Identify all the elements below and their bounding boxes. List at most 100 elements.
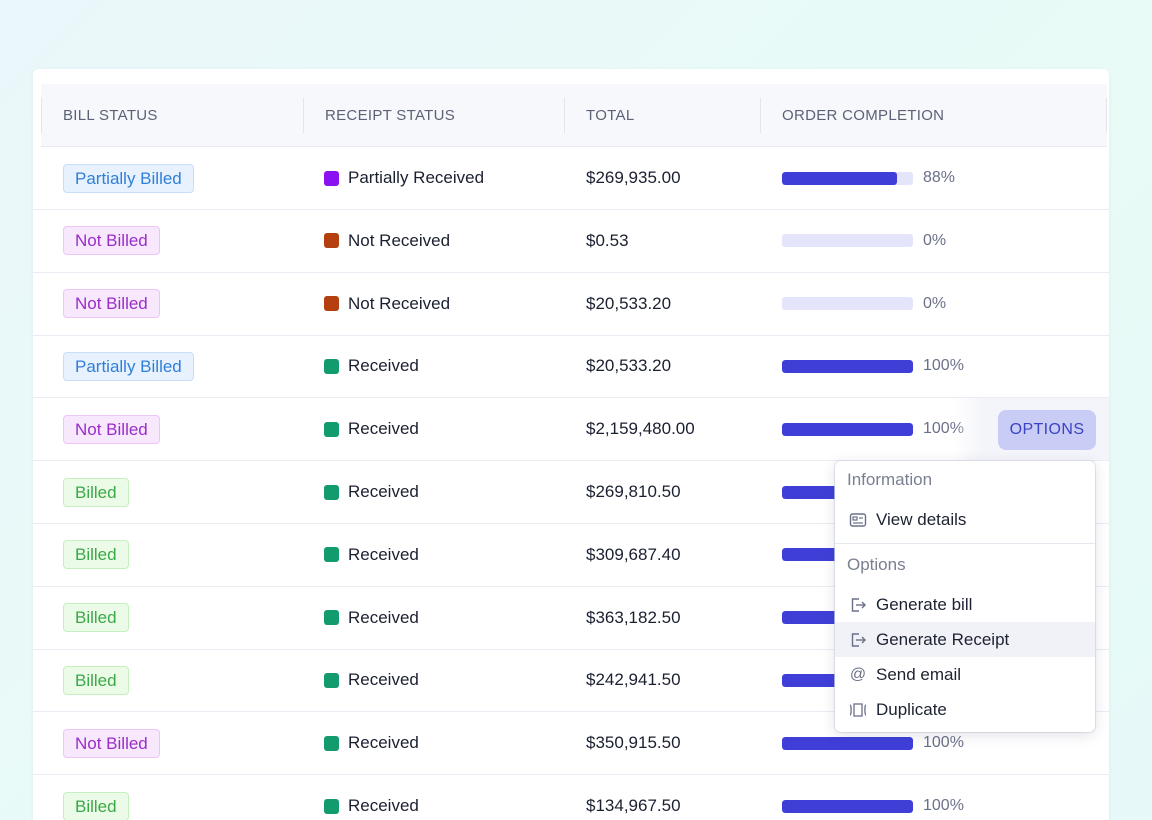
bill-status-badge: Billed <box>63 540 129 570</box>
total-cell: $2,159,480.00 <box>586 419 695 439</box>
total-cell: $363,182.50 <box>586 607 681 627</box>
menu-item-send-email[interactable]: @ Send email <box>835 657 1095 692</box>
bill-status-badge: Billed <box>63 665 129 695</box>
receipt-status-label: Received <box>348 733 419 753</box>
receipt-status-cell: Received <box>324 587 419 649</box>
order-completion-cell: 100% <box>782 775 964 820</box>
bill-status-badge: Partially Billed <box>63 351 194 381</box>
total-cell: $269,810.50 <box>586 482 681 501</box>
total-cell: $309,687.40 <box>586 544 681 564</box>
receipt-status-dot <box>324 484 339 500</box>
total-cell: $0.53 <box>586 230 629 250</box>
bill-status-badge: Partially Billed <box>63 163 194 193</box>
receipt-status-cell: Received <box>324 398 419 460</box>
receipt-status-cell: Received <box>324 649 419 711</box>
receipt-status-cell: Partially Received <box>324 147 484 209</box>
completion-progress-bar <box>782 799 913 813</box>
order-completion-cell: 100% <box>782 398 964 460</box>
completion-progress-bar <box>782 736 913 750</box>
receipt-status-dot <box>324 296 339 312</box>
receipt-status-cell: Received <box>324 712 419 774</box>
completion-progress-fill <box>782 422 913 436</box>
completion-progress-fill <box>782 799 913 813</box>
bill-status-cell: Not Billed <box>63 398 160 460</box>
bill-status-badge: Not Billed <box>63 414 160 444</box>
receipt-status-label: Received <box>348 670 419 690</box>
receipt-status-dot <box>324 170 339 186</box>
receipt-status-label: Partially Received <box>348 168 485 187</box>
bill-status-cell: Billed <box>63 524 129 586</box>
menu-item-duplicate[interactable]: Duplicate <box>835 692 1095 727</box>
table-row[interactable]: Not Billed Received $2,159,480.00 100% <box>33 398 1109 462</box>
id-card-icon <box>848 510 868 530</box>
table-row[interactable]: Not Billed Received $350,915.50 100% <box>33 712 1109 776</box>
table-row[interactable]: Not Billed Not Received $0.53 0% <box>33 210 1109 273</box>
total-cell: $269,935.00 <box>586 168 681 187</box>
order-completion-cell: 0% <box>782 273 946 335</box>
bill-status-badge: Not Billed <box>63 226 160 256</box>
table-row[interactable]: Partially Billed Received $20,533.20 100% <box>33 335 1109 399</box>
receipt-status-dot <box>324 547 339 563</box>
bill-status-badge: Not Billed <box>63 289 160 319</box>
menu-item-label: Duplicate <box>876 699 947 719</box>
receipt-status-label: Not Received <box>348 230 451 250</box>
receipt-status-cell: Not Received <box>324 273 450 335</box>
menu-item-label: Generate Receipt <box>876 629 1010 649</box>
header-total[interactable]: TOTAL <box>564 84 760 147</box>
receipt-status-dot <box>324 358 339 374</box>
order-completion-cell: 100% <box>782 712 964 774</box>
menu-item-view-details[interactable]: View details <box>835 502 1095 537</box>
completion-percent: 0% <box>923 231 947 249</box>
menu-divider <box>835 543 1095 544</box>
table-header: BILL STATUS RECEIPT STATUS TOTAL ORDER C… <box>41 84 1107 147</box>
total-cell: $20,533.20 <box>586 356 672 376</box>
receipt-status-cell: Not Received <box>324 210 450 272</box>
bill-status-cell: Not Billed <box>63 210 160 272</box>
receipt-status-cell: Received <box>324 461 419 523</box>
order-completion-cell: 100% <box>782 335 964 397</box>
menu-item-generate-receipt[interactable]: Generate Receipt <box>835 622 1095 657</box>
table-row[interactable]: Not Billed Not Received $20,533.20 0% <box>33 273 1109 336</box>
receipt-status-label: Received <box>348 607 419 627</box>
completion-progress-fill <box>782 171 898 185</box>
bill-status-cell: Billed <box>63 775 129 820</box>
menu-item-generate-bill[interactable]: Generate bill <box>835 587 1095 622</box>
menu-section-options: Options <box>847 555 906 574</box>
header-receipt-status[interactable]: RECEIPT STATUS <box>303 84 564 147</box>
receipt-status-cell: Received <box>324 524 419 586</box>
at-sign-icon: @ <box>849 665 867 683</box>
receipt-status-label: Received <box>348 482 419 501</box>
bill-status-cell: Partially Billed <box>63 147 194 209</box>
bill-status-cell: Partially Billed <box>63 335 194 397</box>
completion-progress-bar <box>782 422 913 436</box>
menu-item-label: Send email <box>876 664 962 684</box>
receipt-status-dot <box>324 610 339 626</box>
completion-progress-bar <box>782 234 913 248</box>
receipt-status-cell: Received <box>324 775 419 820</box>
options-button[interactable]: OPTIONS <box>998 410 1096 450</box>
completion-percent: 100% <box>923 357 964 375</box>
receipt-status-label: Received <box>348 356 419 376</box>
completion-progress-fill <box>782 359 913 373</box>
receipt-status-label: Not Received <box>348 293 451 313</box>
receipt-status-dot <box>324 421 339 437</box>
bill-status-cell: Billed <box>63 649 129 711</box>
menu-section-information: Information <box>847 470 933 489</box>
header-order-completion[interactable]: ORDER COMPLETION <box>760 84 1107 147</box>
completion-progress-bar <box>782 171 913 185</box>
bill-status-badge: Billed <box>63 791 129 820</box>
options-menu: Information View details Options Generat… <box>835 461 1095 732</box>
total-cell: $134,967.50 <box>586 796 681 815</box>
table-row[interactable]: Partially Billed Partially Received $269,9… <box>33 147 1109 210</box>
export-icon <box>848 595 868 615</box>
duplicate-icon <box>848 700 868 720</box>
header-bill-status[interactable]: BILL STATUS <box>41 84 303 147</box>
menu-item-label: Generate bill <box>876 594 973 614</box>
receipt-status-dot <box>324 672 339 688</box>
completion-percent: 88% <box>923 169 956 186</box>
table-row[interactable]: Billed Received $134,967.50 100% <box>33 775 1109 820</box>
export-icon <box>848 630 868 650</box>
receipt-status-label: Received <box>348 796 419 815</box>
total-cell: $242,941.50 <box>586 670 681 690</box>
bill-status-cell: Billed <box>63 587 129 649</box>
